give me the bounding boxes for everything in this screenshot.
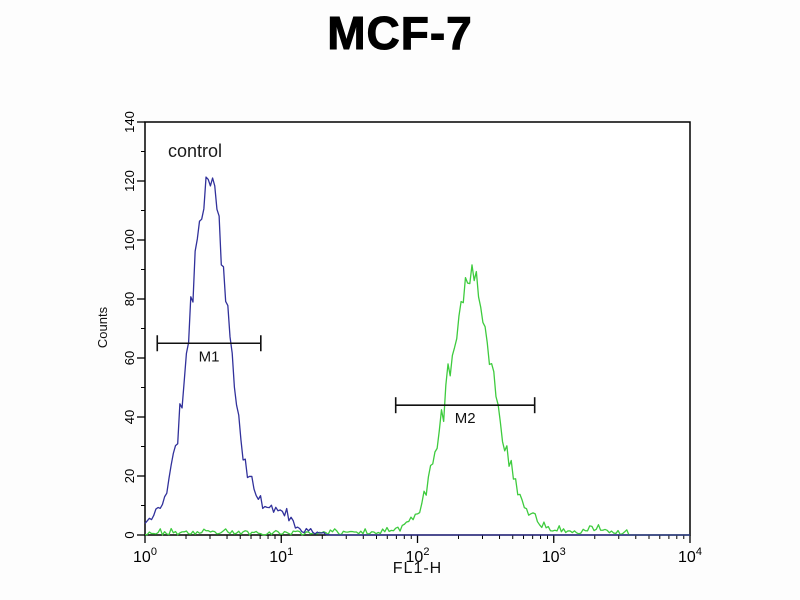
svg-text:80: 80 bbox=[122, 292, 137, 306]
series-control-curve bbox=[144, 176, 690, 536]
x-axis-label: FL1-H bbox=[392, 560, 443, 577]
svg-text:0: 0 bbox=[122, 531, 137, 538]
marker-M2: M2 bbox=[394, 397, 536, 427]
y-axis: 0 20 40 60 80 100 120 140 bbox=[122, 111, 145, 539]
svg-text:100: 100 bbox=[122, 229, 137, 251]
marker-label-M1: M1 bbox=[199, 348, 220, 365]
svg-text:20: 20 bbox=[122, 469, 137, 483]
svg-text:40: 40 bbox=[122, 410, 137, 424]
marker-M1: M1 bbox=[156, 335, 262, 365]
svg-text:60: 60 bbox=[122, 351, 137, 365]
chart-title: MCF-7 bbox=[327, 7, 473, 60]
plot-frame bbox=[144, 121, 691, 536]
svg-text:120: 120 bbox=[122, 170, 137, 192]
series-stained-curve bbox=[144, 264, 690, 536]
marker-label-M2: M2 bbox=[455, 410, 476, 427]
svg-text:140: 140 bbox=[122, 111, 137, 133]
control-annotation: control bbox=[168, 141, 223, 161]
y-axis-label: Counts bbox=[95, 306, 111, 349]
